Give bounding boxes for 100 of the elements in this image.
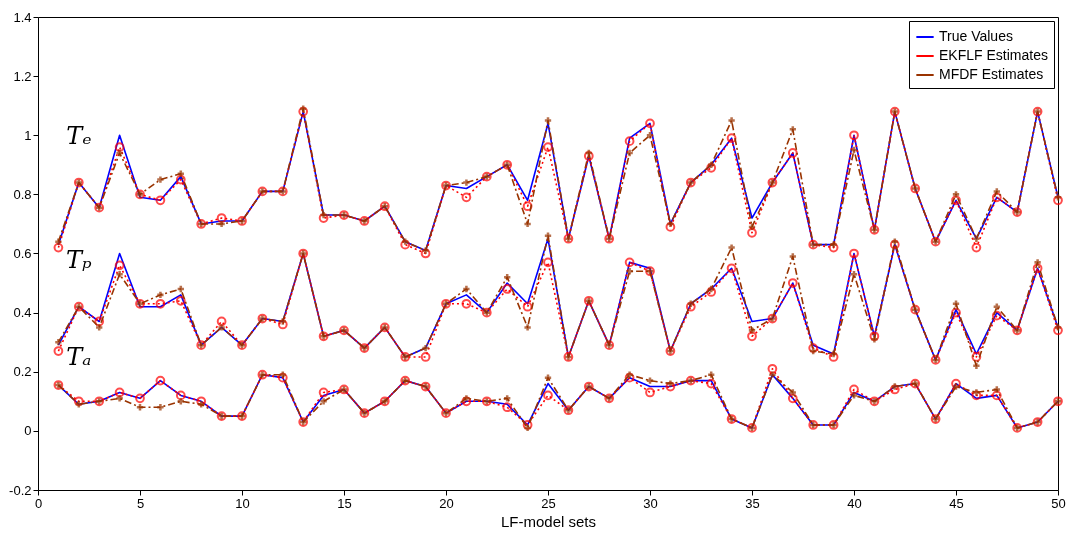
point bbox=[155, 298, 166, 309]
point bbox=[849, 248, 859, 259]
point bbox=[53, 242, 64, 253]
point bbox=[993, 386, 1000, 393]
legend-label: MFDF Estimates bbox=[939, 66, 1044, 82]
point bbox=[1053, 195, 1063, 206]
point bbox=[73, 396, 84, 407]
point bbox=[543, 142, 553, 152]
point bbox=[952, 383, 960, 390]
point bbox=[157, 176, 164, 183]
point bbox=[624, 257, 635, 268]
point bbox=[157, 404, 164, 411]
annotation: Tₑ bbox=[66, 121, 92, 150]
point bbox=[828, 242, 839, 253]
y-tick-label: 0.4 bbox=[13, 305, 32, 321]
point bbox=[626, 268, 633, 275]
point bbox=[504, 395, 511, 402]
point bbox=[993, 303, 1000, 310]
point bbox=[991, 310, 1002, 321]
point bbox=[687, 300, 694, 307]
point bbox=[706, 162, 717, 173]
point bbox=[300, 105, 307, 112]
point bbox=[175, 390, 186, 401]
point bbox=[951, 378, 961, 389]
point bbox=[973, 235, 980, 242]
point bbox=[522, 301, 533, 312]
point bbox=[891, 238, 898, 245]
point bbox=[175, 174, 186, 185]
point bbox=[1054, 324, 1062, 331]
point bbox=[889, 384, 900, 395]
point bbox=[973, 362, 980, 369]
point bbox=[524, 324, 531, 331]
point bbox=[626, 149, 633, 157]
point bbox=[461, 298, 472, 309]
point bbox=[787, 278, 798, 288]
point bbox=[318, 213, 329, 223]
point bbox=[277, 319, 288, 330]
point bbox=[543, 390, 553, 401]
x-tick-label: 10 bbox=[235, 495, 250, 511]
point bbox=[522, 201, 533, 212]
point bbox=[216, 316, 227, 327]
point bbox=[318, 387, 329, 398]
point bbox=[1053, 325, 1063, 336]
point bbox=[402, 238, 409, 245]
point bbox=[828, 352, 839, 362]
point bbox=[626, 371, 633, 378]
x-tick-label: 5 bbox=[136, 495, 145, 511]
point bbox=[951, 195, 961, 206]
point bbox=[624, 136, 635, 147]
point bbox=[55, 238, 62, 245]
point bbox=[114, 142, 125, 152]
point bbox=[277, 372, 288, 383]
point bbox=[463, 395, 470, 402]
point bbox=[155, 195, 166, 206]
point bbox=[524, 424, 531, 432]
point bbox=[116, 271, 123, 278]
point bbox=[646, 377, 654, 384]
point bbox=[114, 260, 125, 271]
y-tick-label: 0.2 bbox=[13, 364, 32, 380]
point bbox=[177, 398, 184, 405]
point bbox=[973, 389, 980, 396]
point bbox=[1034, 259, 1041, 266]
point bbox=[789, 253, 796, 260]
y-tick-label: 1.4 bbox=[13, 9, 32, 25]
point bbox=[808, 343, 819, 353]
x-tick-label: 30 bbox=[643, 495, 658, 511]
point bbox=[971, 352, 982, 362]
point bbox=[320, 211, 327, 219]
point bbox=[830, 350, 837, 358]
point bbox=[463, 179, 470, 186]
point bbox=[849, 384, 859, 395]
point bbox=[951, 307, 961, 318]
y-tick-label: -0.2 bbox=[9, 482, 32, 498]
point bbox=[769, 371, 776, 378]
point bbox=[155, 375, 166, 386]
point bbox=[175, 295, 186, 306]
point bbox=[889, 239, 900, 250]
point bbox=[522, 420, 533, 430]
point bbox=[116, 395, 123, 402]
y-tick-label: 1 bbox=[24, 127, 32, 143]
point bbox=[971, 242, 982, 253]
point bbox=[94, 316, 105, 327]
point bbox=[218, 220, 225, 228]
point bbox=[544, 117, 552, 124]
y-tick-label: 0 bbox=[24, 423, 32, 439]
point bbox=[728, 117, 735, 124]
point bbox=[1032, 263, 1043, 274]
point bbox=[583, 151, 594, 161]
point bbox=[502, 402, 513, 413]
point bbox=[871, 336, 878, 343]
point bbox=[971, 390, 982, 401]
y-tick-label: 0.6 bbox=[13, 246, 32, 261]
point bbox=[135, 393, 145, 404]
point bbox=[789, 126, 796, 133]
point bbox=[706, 287, 717, 297]
point bbox=[646, 132, 654, 139]
point bbox=[726, 263, 737, 274]
point bbox=[198, 401, 205, 408]
point bbox=[543, 257, 553, 268]
point bbox=[952, 300, 960, 307]
